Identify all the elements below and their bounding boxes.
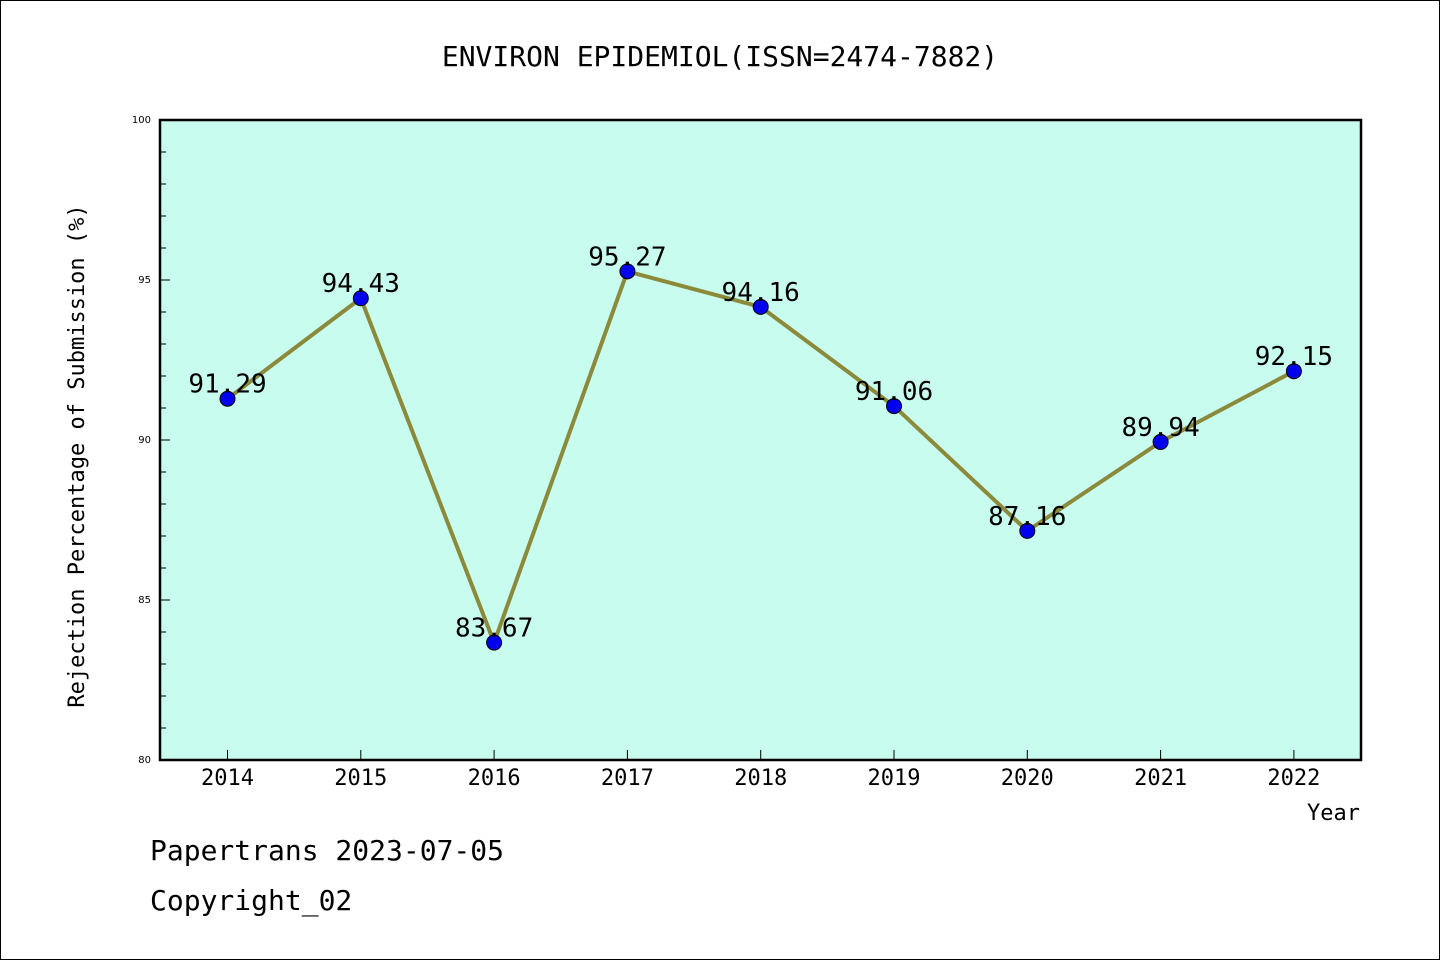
- data-label: 91.06: [855, 377, 933, 407]
- y-tick-label: 100: [132, 115, 151, 126]
- data-label: 92.15: [1255, 342, 1333, 372]
- data-label: 94.16: [722, 278, 800, 308]
- series-layer: 91.29 94.43 83.67 95.27 94.16 91.06 87.16 89.94…: [188, 242, 1333, 651]
- x-tick-label: 2019: [868, 766, 921, 791]
- footer-date: Papertrans 2023-07-05: [150, 834, 505, 867]
- data-point: [1285, 363, 1302, 380]
- x-tick-label: 2015: [334, 766, 387, 791]
- data-point: [886, 398, 902, 415]
- y-tick-label: 95: [138, 275, 151, 286]
- y-axis-ticks: 80 85 90 95 100: [132, 115, 170, 766]
- data-point: [1019, 522, 1036, 539]
- x-tick-label: 2022: [1267, 766, 1320, 791]
- x-axis-label: Year: [1307, 801, 1360, 826]
- x-axis-ticks: 2014 2015 2016 2017 2018 2019 2020 2021 2022: [201, 750, 1320, 791]
- data-label: 87.16: [988, 502, 1066, 532]
- x-tick-label: 2017: [601, 766, 654, 791]
- footer-copyright: Copyright_02: [150, 884, 353, 917]
- data-label: 94.43: [322, 269, 400, 299]
- data-point: [752, 298, 769, 315]
- x-tick-label: 2020: [1001, 766, 1054, 791]
- data-point: [219, 390, 236, 407]
- x-tick-label: 2014: [201, 766, 254, 791]
- x-tick-label: 2021: [1134, 766, 1187, 791]
- data-label: 89.94: [1121, 413, 1199, 443]
- y-tick-label: 85: [138, 595, 151, 606]
- data-point: [352, 290, 369, 307]
- chart-title: ENVIRON EPIDEMIOL(ISSN=2474-7882): [442, 40, 998, 73]
- data-point: [1152, 433, 1169, 450]
- x-tick-label: 2016: [468, 766, 521, 791]
- data-point: [486, 634, 503, 651]
- y-tick-label: 90: [138, 435, 151, 446]
- y-axis-label: Rejection Percentage of Submission (%): [65, 204, 90, 707]
- data-point: [619, 263, 636, 280]
- data-label: 95.27: [588, 242, 666, 272]
- data-label: 83.67: [455, 614, 533, 644]
- y-tick-label: 80: [138, 755, 151, 766]
- x-tick-label: 2018: [734, 766, 787, 791]
- data-label: 91.29: [188, 370, 266, 400]
